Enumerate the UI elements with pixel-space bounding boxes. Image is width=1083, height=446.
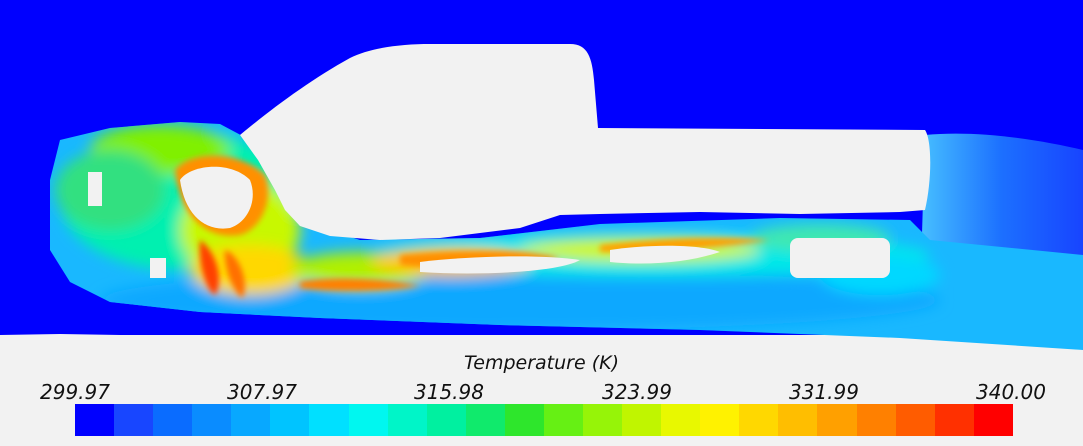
colorbar-swatch	[895, 404, 935, 436]
colorbar-swatch	[192, 404, 232, 436]
colorbar-swatch	[739, 404, 779, 436]
colorbar-swatch	[75, 404, 115, 436]
tow-hook-cutout	[150, 258, 166, 278]
colorbar-swatch	[465, 404, 505, 436]
colorbar-swatch	[700, 404, 740, 436]
colorbar-tick-label: 331.99	[789, 380, 859, 404]
colorbar-swatch	[426, 404, 466, 436]
colorbar-swatch	[231, 404, 271, 436]
colorbar-swatch	[661, 404, 701, 436]
vehicle-body	[240, 44, 931, 240]
colorbar-swatch	[856, 404, 896, 436]
colorbar-swatch	[973, 404, 1013, 436]
colorbar-swatch	[309, 404, 349, 436]
front-wheel-cutout	[180, 166, 253, 229]
front-grille-cutout	[88, 172, 102, 206]
colorbar-swatch	[504, 404, 544, 436]
colorbar-swatch	[934, 404, 974, 436]
colorbar-swatch	[270, 404, 310, 436]
colorbar-swatch	[348, 404, 388, 436]
colorbar-tick-label: 340.00	[976, 380, 1046, 404]
temperature-colorbar	[75, 404, 1013, 436]
legend-title: Temperature (K)	[464, 352, 619, 374]
colorbar-swatch	[387, 404, 427, 436]
colorbar-tick-label: 307.97	[227, 380, 297, 404]
colorbar-swatch	[622, 404, 662, 436]
colorbar-swatch	[583, 404, 623, 436]
underbody-cutout-rear	[610, 245, 720, 264]
colorbar-swatch	[778, 404, 818, 436]
colorbar-tick-label: 315.98	[414, 380, 484, 404]
colorbar-swatch	[817, 404, 857, 436]
underbody-cutout-mid	[420, 256, 580, 274]
colorbar-swatch	[114, 404, 154, 436]
colorbar-swatch	[543, 404, 584, 436]
colorbar-tick-label: 299.97	[40, 380, 110, 404]
rear-wheel-cutout	[790, 238, 890, 278]
colorbar-swatch	[153, 404, 193, 436]
colorbar-tick-label: 323.99	[602, 380, 672, 404]
